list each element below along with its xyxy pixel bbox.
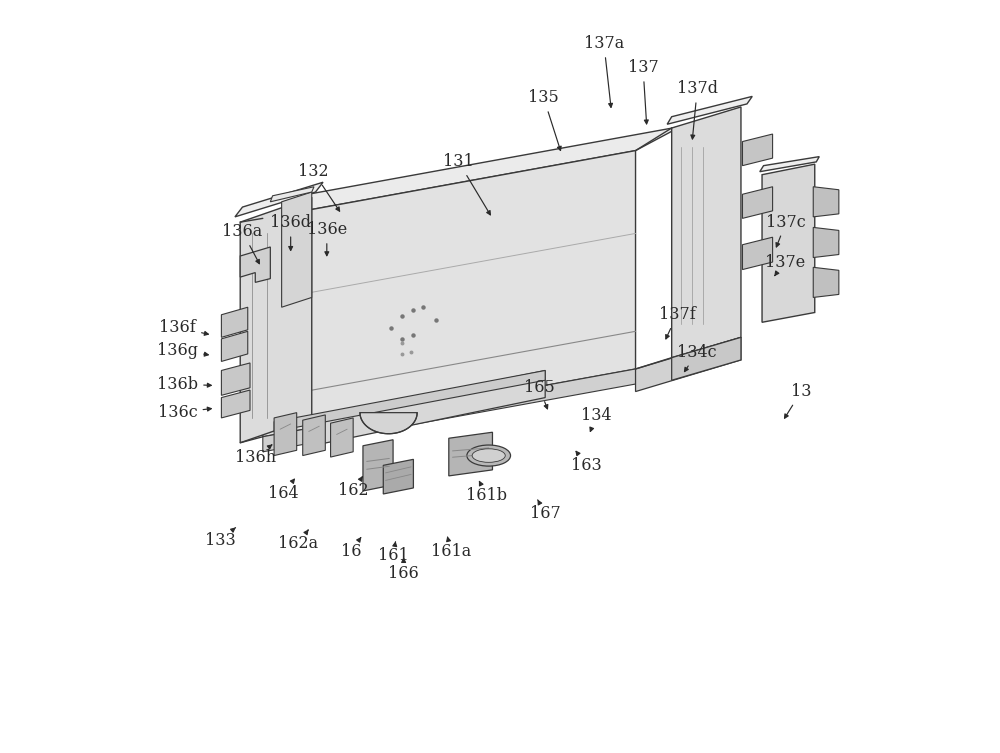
Text: 134c: 134c <box>677 344 717 371</box>
Polygon shape <box>742 187 773 218</box>
Polygon shape <box>760 157 819 172</box>
Text: 136h: 136h <box>235 445 276 466</box>
Text: 137c: 137c <box>766 214 806 247</box>
Text: 136d: 136d <box>270 215 311 251</box>
Polygon shape <box>274 370 545 431</box>
Polygon shape <box>383 459 413 494</box>
Text: 132: 132 <box>298 163 340 211</box>
Text: 136f: 136f <box>159 319 208 336</box>
Polygon shape <box>813 227 839 258</box>
Text: 137f: 137f <box>659 306 695 339</box>
Polygon shape <box>363 440 393 491</box>
Polygon shape <box>221 331 248 361</box>
Polygon shape <box>263 151 636 437</box>
Text: 136a: 136a <box>222 224 263 264</box>
Text: 164: 164 <box>268 479 298 501</box>
Text: 162: 162 <box>338 477 368 499</box>
Polygon shape <box>221 390 250 418</box>
Polygon shape <box>331 418 353 457</box>
Text: 166: 166 <box>388 559 419 582</box>
Text: 136e: 136e <box>307 221 347 256</box>
Polygon shape <box>636 337 741 392</box>
Polygon shape <box>742 134 773 166</box>
Polygon shape <box>762 164 815 322</box>
Polygon shape <box>221 363 250 395</box>
Text: 136c: 136c <box>158 404 211 421</box>
Text: 16: 16 <box>341 538 361 559</box>
Text: 135: 135 <box>528 90 561 151</box>
Polygon shape <box>240 197 312 443</box>
Polygon shape <box>672 337 741 380</box>
Ellipse shape <box>472 449 505 462</box>
Text: 161a: 161a <box>431 537 471 559</box>
Polygon shape <box>316 370 545 445</box>
Polygon shape <box>667 96 752 124</box>
Polygon shape <box>240 247 270 282</box>
Text: 13: 13 <box>785 383 811 418</box>
Polygon shape <box>742 237 773 270</box>
Text: 163: 163 <box>571 451 602 474</box>
Text: 161: 161 <box>378 541 408 564</box>
Text: 165: 165 <box>524 380 555 409</box>
Text: 136b: 136b <box>157 376 211 392</box>
Text: 137: 137 <box>628 59 658 124</box>
Text: 137d: 137d <box>677 81 718 139</box>
Text: 162a: 162a <box>278 530 318 552</box>
Polygon shape <box>274 413 297 456</box>
Polygon shape <box>813 267 839 297</box>
Polygon shape <box>303 415 325 456</box>
Text: 137a: 137a <box>584 35 624 108</box>
Polygon shape <box>360 413 417 434</box>
Text: 134: 134 <box>581 407 612 431</box>
Polygon shape <box>282 192 312 307</box>
Polygon shape <box>813 187 839 217</box>
Polygon shape <box>263 127 681 218</box>
Polygon shape <box>449 432 492 476</box>
Ellipse shape <box>467 445 511 466</box>
Polygon shape <box>672 107 741 358</box>
Text: 136g: 136g <box>157 342 208 358</box>
Text: 161b: 161b <box>466 481 507 504</box>
Polygon shape <box>270 187 314 202</box>
Text: 137e: 137e <box>765 254 805 276</box>
Polygon shape <box>263 369 636 452</box>
Polygon shape <box>235 182 323 217</box>
Text: 131: 131 <box>443 154 490 215</box>
Text: 167: 167 <box>530 500 561 522</box>
Polygon shape <box>221 307 248 337</box>
Text: 133: 133 <box>205 528 236 549</box>
